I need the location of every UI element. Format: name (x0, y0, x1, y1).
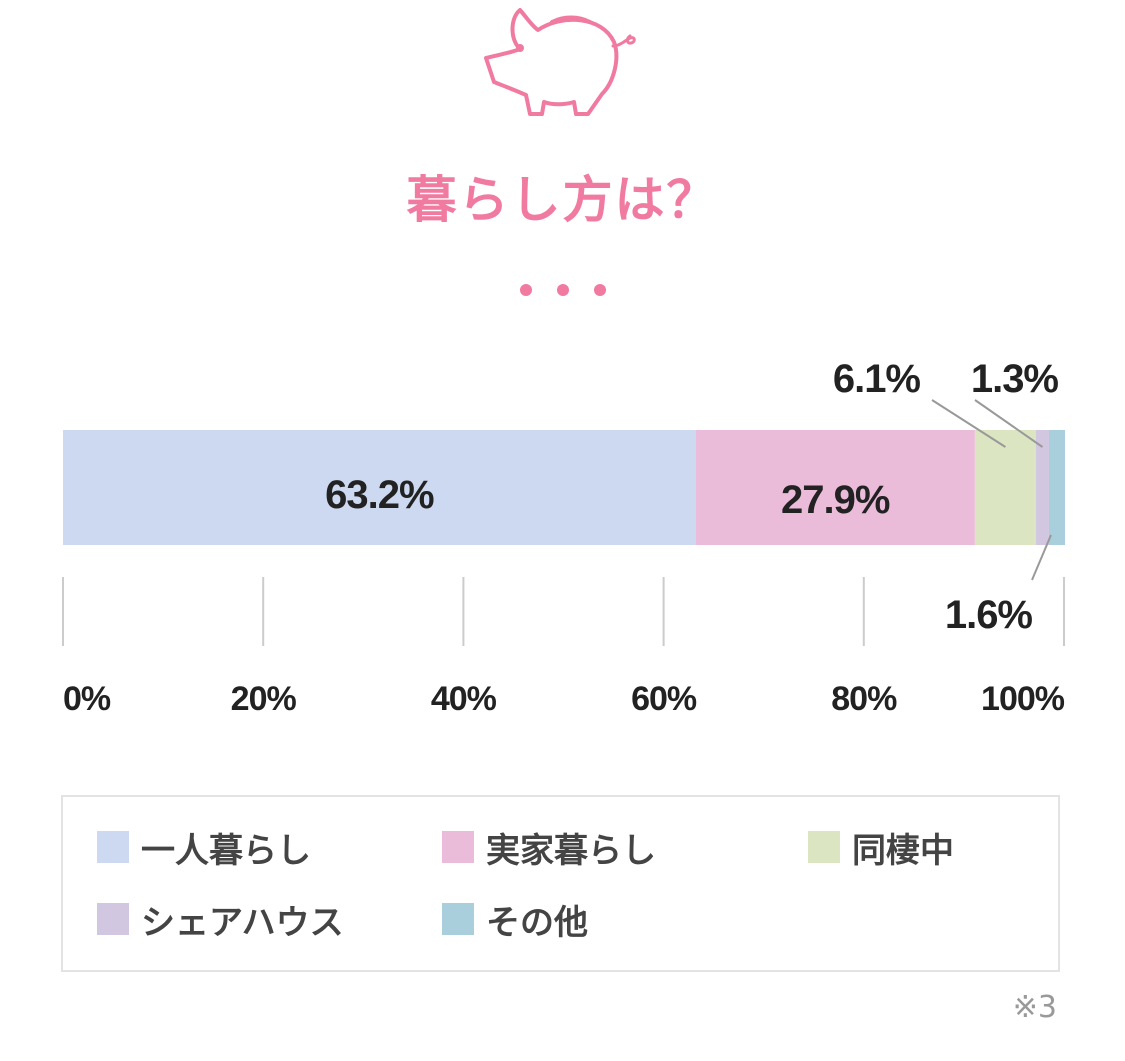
legend-label: 同棲中 (852, 830, 954, 871)
bar-segment (1035, 430, 1049, 545)
tick-label: 20% (231, 680, 297, 718)
footnote: ※3 (1012, 990, 1057, 1025)
legend-swatch (97, 903, 129, 935)
bar-segment (974, 430, 1036, 545)
data-label: 27.9% (781, 478, 890, 522)
legend-item: 一人暮らし (97, 827, 311, 871)
data-label: 1.6% (945, 593, 1033, 637)
tick-label: 40% (431, 680, 497, 718)
legend-swatch (808, 831, 840, 863)
legend-label: シェアハウス (141, 902, 344, 943)
stacked-bar-chart: 63.2% 27.9% 6.1% 1.3% 1.6% 0% 20% 40% 60% 80% 100% (62, 357, 1066, 718)
callout-line (931, 399, 1006, 448)
bar-segment (1048, 430, 1066, 545)
data-label: 63.2% (325, 473, 434, 517)
legend-label: 一人暮らし (141, 830, 311, 871)
legend-item: その他 (442, 899, 588, 943)
legend-swatch (97, 831, 129, 863)
legend-item: シェアハウス (97, 899, 344, 943)
tick-label: 80% (831, 680, 897, 718)
piggy-bank-icon (484, 8, 636, 116)
legend-swatch (442, 831, 474, 863)
data-label: 6.1% (833, 357, 921, 401)
tick-label: 0% (63, 680, 111, 718)
bar-segment (63, 430, 696, 545)
legend-item: 実家暮らし (442, 827, 656, 871)
legend-label: その他 (486, 902, 588, 943)
legend: 一人暮らし 実家暮らし 同棲中シェアハウス その他 (61, 795, 1060, 972)
page-title: 暮らし方は？ (406, 171, 719, 229)
bar-segment (695, 430, 975, 545)
legend-item: 同棲中 (808, 827, 954, 871)
legend-swatch (442, 903, 474, 935)
data-label: 1.3% (971, 357, 1059, 401)
tick-label: 100% (981, 680, 1065, 718)
callout-line (1031, 534, 1052, 581)
legend-label: 実家暮らし (486, 830, 656, 871)
tick-label: 60% (631, 680, 697, 718)
callout-line (974, 399, 1044, 448)
dots-icon (520, 284, 606, 296)
